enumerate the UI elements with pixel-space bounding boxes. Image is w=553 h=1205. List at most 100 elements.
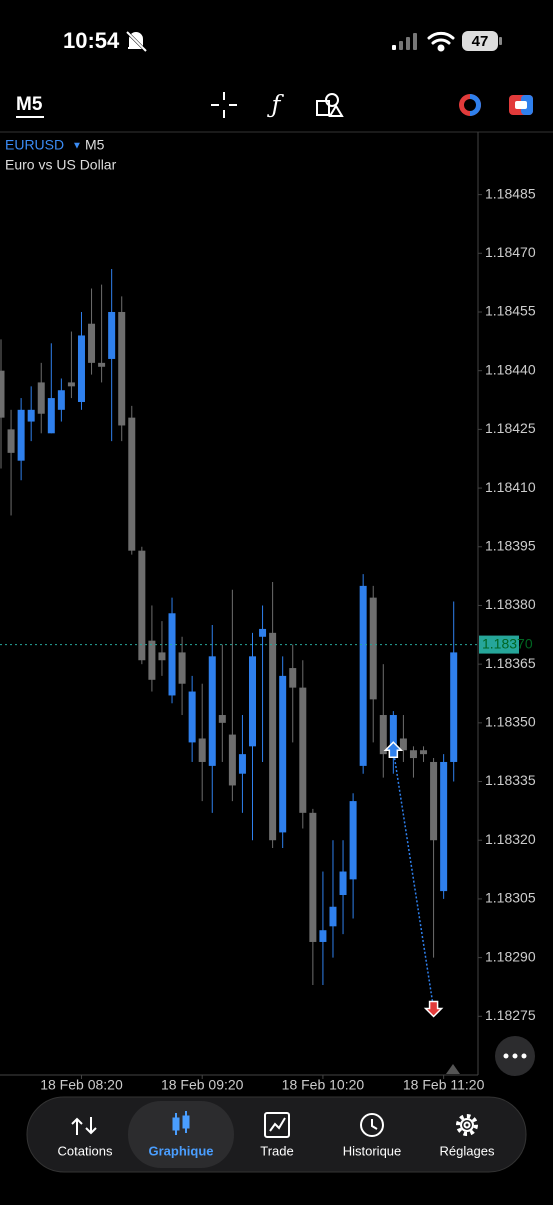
candle-body bbox=[188, 691, 196, 743]
x-tick-label: 18 Feb 09:20 bbox=[161, 1077, 244, 1093]
candle-body bbox=[379, 715, 387, 755]
battery-level: 47 bbox=[472, 33, 489, 50]
candle-body bbox=[138, 550, 146, 661]
tab-label[interactable]: Réglages bbox=[440, 1143, 495, 1158]
y-tick-label: 1.18380 bbox=[485, 596, 536, 612]
chart-shift-marker[interactable] bbox=[446, 1064, 460, 1074]
chart-timeframe: M5 bbox=[85, 137, 105, 153]
candle-body bbox=[168, 613, 176, 696]
y-tick-label: 1.18470 bbox=[485, 244, 536, 260]
candle-body bbox=[158, 652, 166, 661]
candle-body bbox=[279, 675, 287, 833]
candle-body bbox=[17, 409, 25, 461]
y-tick-label: 1.18305 bbox=[485, 890, 536, 906]
tab-label[interactable]: Graphique bbox=[148, 1143, 213, 1158]
objects-button[interactable] bbox=[316, 93, 344, 117]
y-tick-label: 1.18485 bbox=[485, 185, 536, 201]
symbol-description: Euro vs US Dollar bbox=[5, 157, 117, 173]
x-tick-label: 18 Feb 10:20 bbox=[282, 1077, 365, 1093]
candle-body bbox=[299, 687, 307, 813]
y-tick-label: 1.18440 bbox=[485, 361, 536, 377]
candle-body bbox=[47, 398, 55, 434]
y-tick-label: 1.18290 bbox=[485, 948, 536, 964]
candle-body bbox=[249, 656, 256, 747]
candle-body bbox=[259, 628, 267, 637]
candle-body bbox=[450, 652, 458, 762]
candle-body bbox=[399, 738, 407, 751]
candle-body bbox=[289, 668, 297, 688]
candle-body bbox=[440, 761, 448, 892]
candle-body bbox=[349, 801, 357, 880]
candle-body bbox=[420, 750, 428, 755]
mute-icon bbox=[125, 30, 148, 53]
signal-icon bbox=[392, 33, 417, 50]
tab-icon[interactable] bbox=[172, 1111, 190, 1135]
buy-arrow bbox=[383, 741, 404, 758]
y-tick-label: 1.18425 bbox=[485, 420, 536, 436]
crosshair-button[interactable] bbox=[211, 92, 237, 118]
timeframe-button[interactable]: M5 bbox=[16, 94, 43, 115]
candle-body bbox=[339, 871, 347, 896]
tab-icon[interactable] bbox=[71, 1117, 97, 1135]
tab-icon[interactable] bbox=[360, 1113, 384, 1137]
candle-body bbox=[238, 754, 246, 774]
tab-items: Cotations Graphique Trade Historique Réglage… bbox=[58, 1101, 495, 1168]
candle-body bbox=[7, 429, 15, 453]
candle-body bbox=[309, 812, 317, 942]
candle-body bbox=[269, 632, 277, 841]
candle-body bbox=[88, 323, 96, 363]
status-time: 10:54 bbox=[63, 28, 120, 53]
candle-body bbox=[67, 382, 75, 387]
candle-body bbox=[409, 750, 417, 759]
x-tick-label: 18 Feb 08:20 bbox=[40, 1077, 123, 1093]
candle-body bbox=[118, 311, 126, 426]
candle-body bbox=[208, 656, 216, 766]
y-tick-label: 1.18350 bbox=[485, 714, 536, 730]
one-click-button[interactable] bbox=[509, 95, 533, 115]
candle-body bbox=[0, 370, 5, 418]
symbol-dropdown[interactable]: ▼ bbox=[72, 141, 82, 152]
tab-icon[interactable] bbox=[456, 1114, 478, 1136]
candle-body bbox=[77, 335, 85, 402]
battery-tip bbox=[499, 37, 502, 45]
candle-body bbox=[148, 640, 156, 680]
candle-body bbox=[369, 597, 377, 700]
trade-mode-button[interactable] bbox=[459, 94, 481, 116]
candle-body bbox=[228, 734, 236, 786]
tab-label[interactable]: Historique bbox=[343, 1143, 402, 1158]
tab-icon[interactable] bbox=[264, 1112, 290, 1138]
tab-bar bbox=[26, 1096, 527, 1173]
candle-body bbox=[430, 761, 438, 841]
battery bbox=[462, 31, 498, 51]
candle-body bbox=[319, 930, 327, 942]
more-button[interactable] bbox=[495, 1036, 535, 1076]
y-tick-label: 1.18365 bbox=[485, 655, 536, 671]
y-tick-label: 1.18320 bbox=[485, 831, 536, 847]
symbol[interactable]: EURUSD bbox=[5, 137, 64, 153]
trade-path bbox=[392, 750, 435, 1009]
sell-arrow bbox=[423, 1000, 444, 1018]
candle-body bbox=[37, 382, 45, 414]
candle-body bbox=[98, 362, 106, 367]
y-tick-label: 1.18335 bbox=[485, 772, 536, 788]
tab-label[interactable]: Cotations bbox=[58, 1143, 113, 1158]
y-tick-label: 1.18275 bbox=[485, 1007, 536, 1023]
candle-body bbox=[198, 738, 206, 762]
candle-body bbox=[178, 652, 186, 684]
indicators-button[interactable]: ƒ bbox=[267, 91, 285, 119]
current-price-label: 1.18370 bbox=[482, 635, 533, 651]
current-price-box bbox=[479, 635, 519, 654]
y-tick-label: 1.18395 bbox=[485, 537, 536, 553]
candle-body bbox=[27, 409, 35, 422]
candle-body bbox=[128, 417, 136, 551]
y-tick-label: 1.18410 bbox=[485, 479, 536, 495]
candle-body bbox=[389, 715, 397, 747]
y-tick-label: 1.18455 bbox=[485, 303, 536, 319]
candle-body bbox=[359, 585, 367, 766]
candle-body bbox=[108, 311, 116, 359]
candle-body bbox=[57, 390, 65, 410]
tab-label[interactable]: Trade bbox=[260, 1143, 293, 1158]
candle-body bbox=[218, 715, 226, 723]
